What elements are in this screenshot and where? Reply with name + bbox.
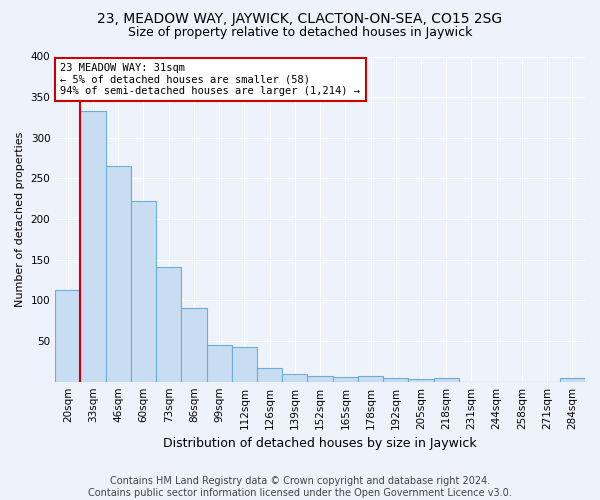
Bar (332, 377, 358, 382)
Bar (307, 376, 332, 382)
Bar (282, 374, 307, 382)
Bar (232, 346, 257, 382)
Bar (131, 201, 156, 382)
Bar (106, 166, 131, 382)
Text: 23, MEADOW WAY, JAYWICK, CLACTON-ON-SEA, CO15 2SG: 23, MEADOW WAY, JAYWICK, CLACTON-ON-SEA,… (97, 12, 503, 26)
Y-axis label: Number of detached properties: Number of detached properties (15, 132, 25, 307)
Bar (257, 368, 282, 382)
Bar (55, 290, 80, 382)
Bar (206, 345, 232, 382)
Bar (434, 378, 459, 382)
Text: Size of property relative to detached houses in Jaywick: Size of property relative to detached ho… (128, 26, 472, 39)
Bar (156, 267, 181, 382)
Bar (80, 111, 106, 382)
Text: Contains HM Land Registry data © Crown copyright and database right 2024.
Contai: Contains HM Land Registry data © Crown c… (88, 476, 512, 498)
Text: 23 MEADOW WAY: 31sqm
← 5% of detached houses are smaller (58)
94% of semi-detach: 23 MEADOW WAY: 31sqm ← 5% of detached ho… (61, 63, 361, 96)
Bar (181, 308, 206, 382)
Bar (358, 376, 383, 382)
Bar (383, 378, 409, 382)
Bar (560, 378, 585, 382)
Bar (409, 379, 434, 382)
X-axis label: Distribution of detached houses by size in Jaywick: Distribution of detached houses by size … (163, 437, 477, 450)
